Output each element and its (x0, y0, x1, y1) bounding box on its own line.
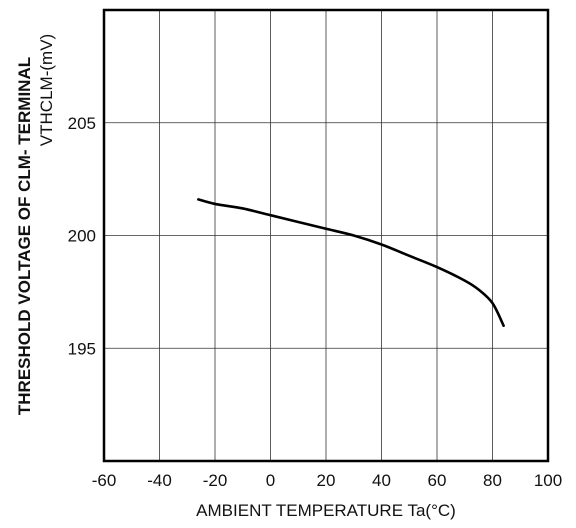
series-line (197, 198, 505, 327)
y-axis-label: THRESHOLD VOLTAGE OF CLM- TERMINAL (15, 57, 34, 415)
x-tick-label: -40 (147, 471, 172, 490)
x-tick-label: 0 (266, 471, 275, 490)
y-tick-label: 195 (68, 339, 96, 358)
x-tick-label: -60 (92, 471, 117, 490)
x-tick-label: -20 (203, 471, 228, 490)
x-tick-label: 40 (372, 471, 391, 490)
x-tick-label: 20 (317, 471, 336, 490)
y-tick-label: 205 (68, 114, 96, 133)
grid-lines (104, 10, 548, 461)
tick-labels: -60 -40 -20 0 20 40 60 80 100 195 200 205 (68, 114, 563, 490)
y-tick-label: 200 (68, 227, 96, 246)
plot-frame (102, 8, 550, 463)
x-axis-label: AMBIENT TEMPERATURE Ta(°C) (196, 501, 456, 520)
x-tick-label: 80 (483, 471, 502, 490)
x-tick-label: 60 (428, 471, 447, 490)
x-tick-label: 100 (534, 471, 562, 490)
y-axis-unit-label: VTHCLM-(mV) (37, 34, 56, 146)
